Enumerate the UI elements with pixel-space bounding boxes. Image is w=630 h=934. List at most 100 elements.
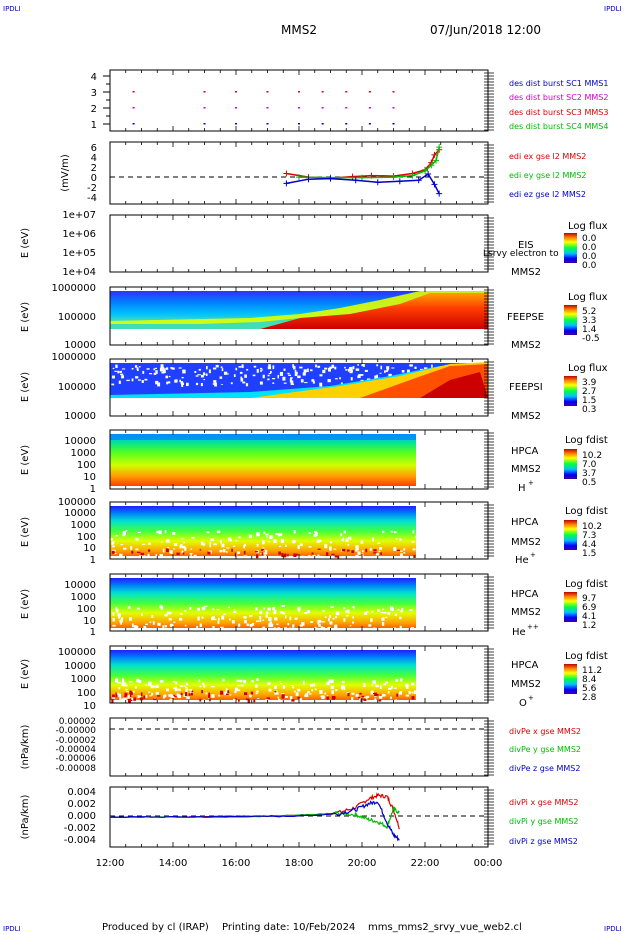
ytick-label: 0	[91, 173, 97, 184]
noise-speck	[264, 554, 266, 557]
noise-speck	[265, 550, 268, 555]
edi-point	[428, 162, 435, 169]
noise-speck	[243, 616, 247, 619]
noise-speck	[385, 370, 388, 373]
noise-speck	[255, 693, 258, 695]
noise-speck	[298, 697, 302, 701]
noise-speck	[151, 692, 154, 696]
noise-speck	[234, 687, 239, 692]
noise-speck	[326, 552, 329, 556]
noise-speck	[235, 367, 238, 371]
noise-speck	[115, 694, 118, 698]
burst-mark	[132, 123, 135, 125]
edi-point	[349, 173, 356, 180]
burst-mark	[368, 91, 371, 93]
noise-speck	[408, 690, 411, 695]
noise-speck	[168, 694, 172, 697]
noise-speck	[281, 605, 285, 607]
noise-speck	[411, 682, 415, 686]
noise-speck	[265, 611, 269, 615]
hpca-o-species: O	[519, 698, 527, 709]
colorbar-title: Log flux	[568, 221, 608, 232]
noise-speck	[274, 617, 278, 621]
noise-speck	[318, 619, 322, 623]
noise-speck	[164, 530, 167, 534]
noise-speck	[180, 381, 184, 384]
ytick-label: 1e+05	[62, 248, 96, 259]
noise-speck	[324, 367, 328, 370]
hpca-o-noise	[111, 678, 417, 704]
noise-speck	[234, 690, 237, 693]
noise-speck	[272, 365, 275, 370]
noise-speck	[153, 372, 157, 375]
noise-speck	[244, 692, 248, 696]
noise-speck	[324, 692, 327, 695]
ytick-label: 1000	[71, 592, 96, 603]
burst-mark	[132, 107, 135, 109]
noise-speck	[260, 369, 264, 371]
noise-speck	[316, 627, 319, 631]
noise-speck	[124, 684, 128, 687]
noise-speck	[278, 551, 281, 555]
noise-speck	[409, 364, 413, 367]
noise-speck	[250, 691, 254, 695]
noise-speck	[240, 378, 244, 382]
noise-speck	[351, 692, 355, 695]
eis-yticks: 1e+07 1e+06 1e+05 1e+04	[62, 210, 96, 278]
noise-speck	[311, 552, 314, 555]
colorbar-title: Log fdist	[565, 579, 608, 590]
edi-point	[390, 174, 397, 181]
noise-speck	[151, 615, 154, 618]
noise-speck	[221, 383, 223, 386]
noise-speck	[274, 690, 277, 693]
noise-speck	[299, 543, 303, 547]
noise-speck	[300, 379, 304, 383]
noise-speck	[143, 625, 146, 629]
noise-speck	[290, 380, 294, 385]
noise-speck	[208, 369, 211, 374]
noise-speck	[121, 368, 126, 370]
ytick-label: -0.00008	[56, 764, 97, 774]
noise-speck	[345, 610, 348, 613]
noise-speck	[201, 690, 203, 694]
noise-speck	[215, 364, 219, 368]
noise-speck	[317, 621, 320, 625]
noise-speck	[136, 607, 140, 610]
noise-speck	[220, 690, 224, 695]
colorbar-tick: 1.5	[582, 549, 596, 559]
noise-speck	[371, 684, 374, 687]
noise-speck	[289, 696, 293, 700]
noise-speck	[121, 682, 125, 687]
noise-speck	[273, 539, 277, 544]
noise-speck	[270, 623, 274, 628]
noise-speck	[310, 621, 314, 623]
legend-entry: divPe y gse MMS2	[509, 745, 581, 754]
noise-speck	[195, 375, 199, 377]
noise-speck	[328, 618, 330, 622]
noise-speck	[131, 378, 134, 382]
noise-speck	[364, 369, 368, 372]
noise-speck	[136, 368, 139, 371]
noise-speck	[270, 370, 272, 374]
noise-speck	[177, 688, 181, 691]
noise-speck	[230, 382, 233, 385]
burst-mark	[298, 123, 300, 125]
noise-speck	[279, 533, 283, 537]
noise-speck	[146, 368, 150, 370]
noise-speck	[243, 679, 247, 684]
noise-speck	[153, 698, 157, 701]
noise-speck	[137, 695, 141, 698]
noise-speck	[355, 694, 359, 697]
noise-speck	[203, 372, 206, 376]
noise-speck	[265, 614, 269, 618]
noise-speck	[168, 375, 171, 378]
noise-speck	[219, 376, 223, 379]
colorbar-tick: 0.0	[582, 234, 597, 244]
noise-speck	[184, 546, 187, 551]
noise-speck	[284, 696, 288, 698]
noise-speck	[179, 379, 181, 383]
noise-speck	[259, 616, 262, 620]
noise-speck	[111, 383, 115, 386]
legend-entry: edi ey gse l2 MMS2	[509, 171, 587, 180]
